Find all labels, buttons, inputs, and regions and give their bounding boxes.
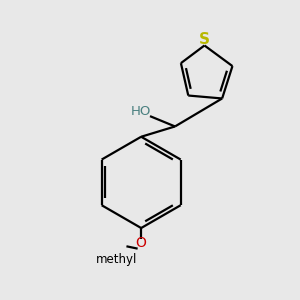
Text: O: O [136, 236, 147, 250]
Text: S: S [199, 32, 210, 47]
Text: methyl: methyl [95, 253, 137, 266]
Text: HO: HO [131, 105, 152, 118]
